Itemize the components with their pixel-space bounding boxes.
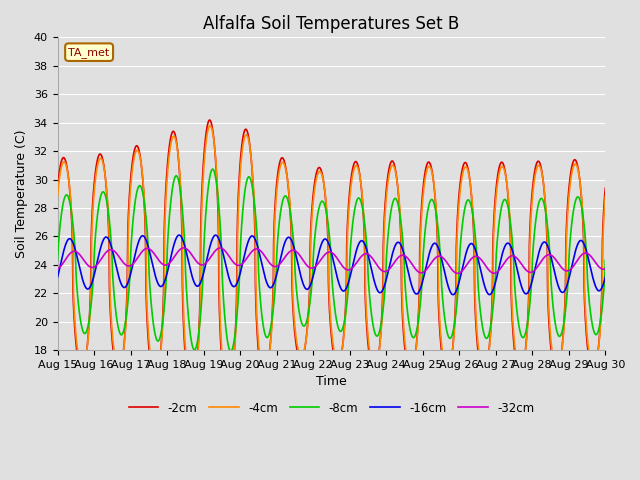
Title: Alfalfa Soil Temperatures Set B: Alfalfa Soil Temperatures Set B <box>204 15 460 33</box>
-8cm <box>550 308 557 314</box>
-2cm <box>385 166 393 172</box>
-32cm <box>180 245 188 251</box>
-2cm <box>602 185 609 191</box>
-16cm <box>449 292 457 298</box>
-4cm <box>207 123 214 129</box>
-32cm <box>454 271 461 276</box>
-2cm <box>207 118 214 124</box>
Y-axis label: Soil Temperature (C): Soil Temperature (C) <box>15 130 28 258</box>
-16cm <box>171 239 179 245</box>
-32cm <box>602 266 609 272</box>
X-axis label: Time: Time <box>316 375 347 388</box>
-8cm <box>602 264 609 270</box>
-16cm <box>385 265 393 271</box>
-32cm <box>602 266 609 272</box>
-8cm <box>54 257 61 263</box>
-2cm <box>171 131 179 137</box>
-4cm <box>550 358 557 364</box>
-8cm <box>209 166 216 172</box>
-4cm <box>224 392 232 398</box>
-2cm <box>54 185 61 191</box>
-8cm <box>207 170 214 176</box>
Text: TA_met: TA_met <box>68 47 109 58</box>
-4cm <box>54 193 61 199</box>
Line: -2cm: -2cm <box>58 120 605 401</box>
-32cm <box>395 254 403 260</box>
-2cm <box>550 364 557 370</box>
-32cm <box>171 253 179 259</box>
-32cm <box>207 254 214 260</box>
-32cm <box>385 266 393 272</box>
-16cm <box>175 232 183 238</box>
-16cm <box>54 275 61 280</box>
-4cm <box>395 192 403 197</box>
Legend: -2cm, -4cm, -8cm, -16cm, -32cm: -2cm, -4cm, -8cm, -16cm, -32cm <box>124 397 539 419</box>
-16cm <box>395 240 403 245</box>
-16cm <box>602 275 609 281</box>
-32cm <box>550 254 557 260</box>
-16cm <box>207 241 214 247</box>
Line: -16cm: -16cm <box>58 235 605 295</box>
Line: -4cm: -4cm <box>58 126 605 395</box>
Line: -32cm: -32cm <box>58 248 605 274</box>
-4cm <box>602 195 609 201</box>
-2cm <box>395 194 403 200</box>
-8cm <box>171 175 179 180</box>
-8cm <box>227 348 235 354</box>
-2cm <box>205 117 213 123</box>
-32cm <box>54 266 61 272</box>
-16cm <box>550 265 557 271</box>
Line: -8cm: -8cm <box>58 169 605 351</box>
-2cm <box>224 398 232 404</box>
-4cm <box>171 134 179 140</box>
-8cm <box>385 223 393 228</box>
-8cm <box>395 204 403 210</box>
-16cm <box>602 275 609 280</box>
-4cm <box>385 172 393 178</box>
-8cm <box>602 257 609 263</box>
-2cm <box>602 187 609 192</box>
-4cm <box>206 123 214 129</box>
-4cm <box>602 193 609 199</box>
